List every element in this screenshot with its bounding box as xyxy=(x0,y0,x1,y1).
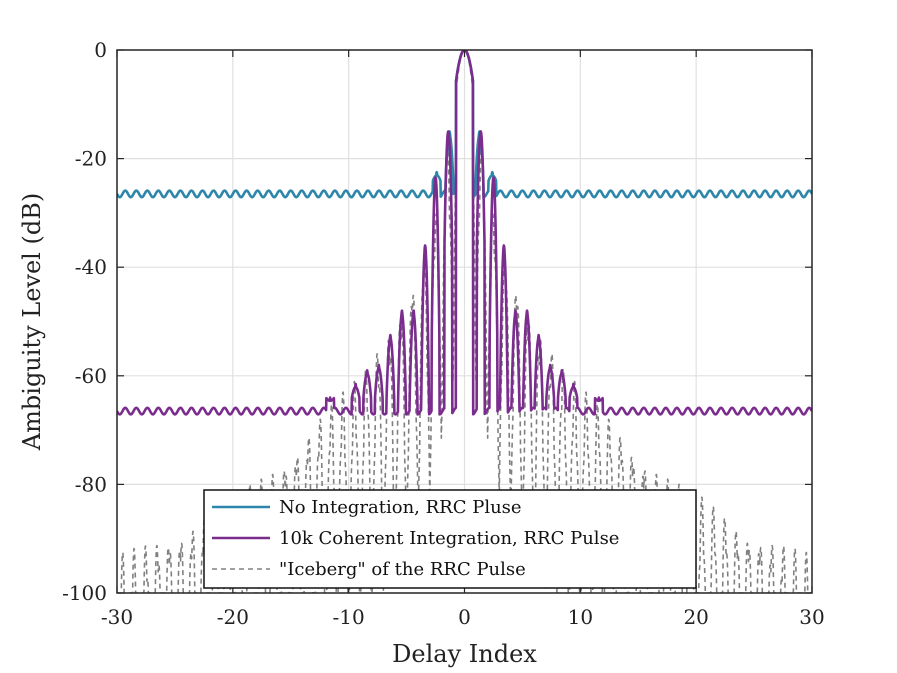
x-tick-label: 0 xyxy=(458,605,471,629)
y-axis-title: Ambiguity Level (dB) xyxy=(18,193,46,451)
x-tick-label: 20 xyxy=(683,605,708,629)
x-tick-label: 30 xyxy=(799,605,824,629)
y-tick-label: -60 xyxy=(75,364,107,388)
x-tick-label: -20 xyxy=(217,605,249,629)
legend-box xyxy=(203,489,697,589)
series-line-0 xyxy=(117,50,812,199)
series-line-1 xyxy=(117,50,812,416)
x-tick-label: -30 xyxy=(101,605,133,629)
axis-ticks: -30 -20 -10 0 10 20 300-20-40-60-80-100 xyxy=(62,38,825,629)
legend-label-1: 10k Coherent Integration, RRC Pulse xyxy=(279,528,619,549)
y-tick-label: -20 xyxy=(75,147,107,171)
legend-label-2: "Iceberg" of the RRC Pulse xyxy=(279,559,526,580)
series-group xyxy=(117,50,812,593)
x-tick-label: 10 xyxy=(568,605,593,629)
y-tick-label: -40 xyxy=(75,255,107,279)
x-axis-title: Delay Index xyxy=(392,640,537,668)
y-tick-label: -100 xyxy=(62,581,107,605)
legend-label-0: No Integration, RRC Pluse xyxy=(279,497,522,518)
y-tick-label: 0 xyxy=(94,38,107,62)
legend: No Integration, RRC Pluse 10k Coherent In… xyxy=(203,489,697,589)
y-tick-label: -80 xyxy=(75,472,107,496)
x-tick-label: -10 xyxy=(333,605,365,629)
